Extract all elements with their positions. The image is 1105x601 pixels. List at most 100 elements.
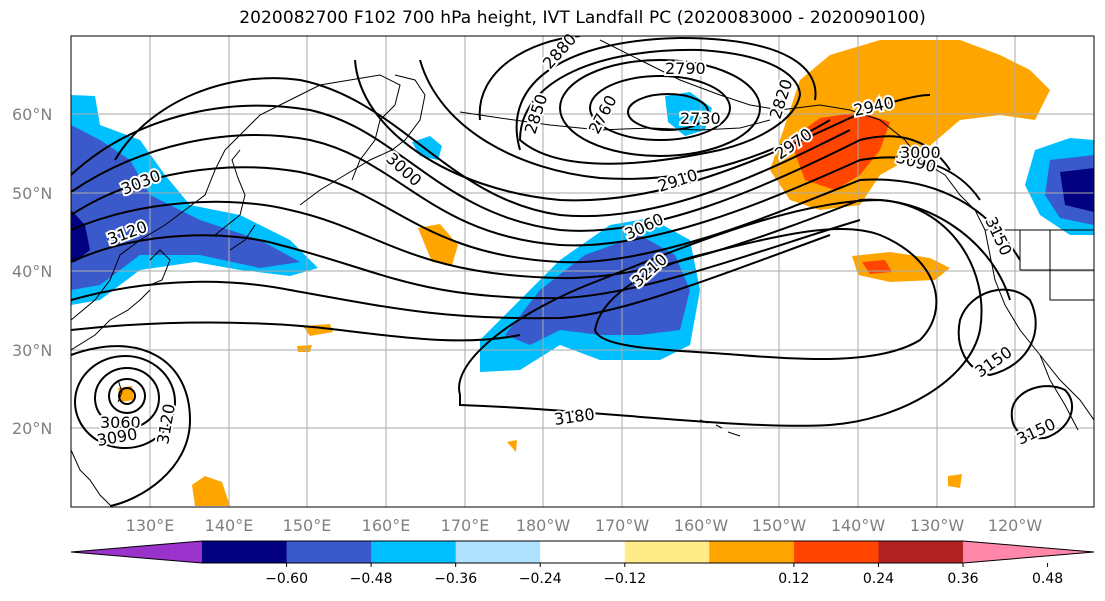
lon-label-160w: 160°W xyxy=(674,516,729,535)
coast-korea xyxy=(149,249,171,286)
clabel-3060-b: 3060 xyxy=(100,413,141,432)
contour-typhoon-3 xyxy=(94,367,160,429)
coast-kamchatka xyxy=(391,74,426,151)
lat-label-20: 20°N xyxy=(12,419,52,438)
clabel-3180: 3180 xyxy=(553,404,596,428)
height-contours xyxy=(71,36,1074,507)
contour-typhoon-outer xyxy=(71,345,192,507)
coast-baja xyxy=(1039,354,1079,431)
lon-label-140w: 140°W xyxy=(831,516,886,535)
contour-2820 xyxy=(518,48,802,165)
contour-east-high-2 xyxy=(1010,385,1074,440)
contour-typhoon-4 xyxy=(74,355,176,449)
contour-2760 xyxy=(589,75,731,141)
lat-label-30: 30°N xyxy=(12,341,52,360)
coast-asia xyxy=(71,74,401,321)
colorbar-tick-label: −0.48 xyxy=(350,571,393,587)
lon-label-140e: 140°E xyxy=(205,516,254,535)
colorbar-tick-label: 0.48 xyxy=(1032,571,1063,587)
map-frame xyxy=(70,35,1095,508)
colorbar-tick-label: 0.36 xyxy=(947,571,978,587)
coast-aleutians xyxy=(459,111,771,131)
shade-pos-7 xyxy=(507,440,517,452)
colorbar-extend-high xyxy=(963,541,1094,563)
colorbar-tick-label: −0.24 xyxy=(519,571,562,587)
contour-3060 xyxy=(71,166,1021,264)
lat-label-60: 60°N xyxy=(12,105,52,124)
clabel-3000: 3000 xyxy=(382,149,425,190)
colorbar-bin xyxy=(371,541,457,563)
shade-west-dark xyxy=(71,210,90,262)
clabel-2910: 2910 xyxy=(655,165,700,196)
colorbar-bin xyxy=(793,541,879,563)
colorbar: −0.60 −0.48 −0.36 −0.24 −0.12 0.12 0.24 0.36 0.4… xyxy=(70,540,1095,587)
border-states xyxy=(1019,230,1094,301)
shade-gulf-red xyxy=(790,112,890,190)
colorbar-tick-label: −0.36 xyxy=(434,571,477,587)
clabel-2790: 2790 xyxy=(665,59,706,78)
colorbar-extend-low xyxy=(71,541,202,563)
colorbar-tick-label: 0.24 xyxy=(863,571,894,587)
shade-pos-4 xyxy=(297,345,312,352)
coast-philippines xyxy=(71,449,111,506)
lon-label-170e: 170°E xyxy=(441,516,490,535)
contour-2940 xyxy=(354,59,931,202)
graticule xyxy=(71,36,1094,507)
colorbar-bin xyxy=(709,541,795,563)
clabel-2730: 2730 xyxy=(680,109,721,128)
contour-3180b xyxy=(458,198,983,427)
contour-3120 xyxy=(71,219,861,300)
coast-japan xyxy=(214,149,256,251)
contour-typhoon-1 xyxy=(118,387,136,405)
contour-2730 xyxy=(627,93,709,131)
contour-3210 xyxy=(593,227,938,361)
colorbar-bin xyxy=(878,541,964,563)
lon-label-130e: 130°E xyxy=(126,516,175,535)
clabel-3000-b: 3000 xyxy=(900,143,941,162)
lon-label-150e: 150°E xyxy=(283,516,332,535)
contour-2850 xyxy=(515,36,817,151)
shade-kuril xyxy=(412,136,442,160)
ivt-shading xyxy=(71,40,1094,506)
coastlines xyxy=(71,39,1094,506)
lon-label-130w: 130°W xyxy=(910,516,965,535)
lat-labels: 60°N 50°N 40°N 30°N 20°N xyxy=(12,105,52,438)
colorbar-tick-label: −0.12 xyxy=(603,571,646,587)
contour-3000 xyxy=(71,104,951,232)
coast-kurils xyxy=(299,149,393,206)
contour-3150 xyxy=(71,234,831,320)
contour-2910 xyxy=(419,59,831,180)
shade-east-dark xyxy=(1060,168,1094,212)
contour-typhoon-2 xyxy=(108,378,146,414)
lon-label-180w: 180°W xyxy=(516,516,571,535)
map-title: 2020082700 F102 700 hPa height, IVT Land… xyxy=(239,8,926,28)
contour-2880 xyxy=(478,36,581,121)
lon-label-120w: 120°W xyxy=(988,516,1043,535)
contour-2790 xyxy=(559,59,761,157)
contour-3030 xyxy=(71,134,981,247)
colorbar-bin xyxy=(540,541,626,563)
coast-westus xyxy=(984,229,1094,421)
colorbar-bin xyxy=(286,541,372,563)
colorbar-tick-label: −0.60 xyxy=(265,571,308,587)
lon-label-150w: 150°W xyxy=(752,516,807,535)
clabel-3150-a: 3150 xyxy=(971,342,1015,381)
lon-label-160e: 160°E xyxy=(362,516,411,535)
colorbar-outline xyxy=(70,540,1095,564)
colorbar-bin xyxy=(455,541,541,563)
lon-labels: 130°E 140°E 150°E 160°E 170°E 180°W 170°… xyxy=(126,516,1043,535)
clabel-3150-b: 3150 xyxy=(1014,414,1059,448)
shade-pos-1 xyxy=(418,224,458,265)
colorbar-tick-label: 0.12 xyxy=(778,571,809,587)
contour-2970 xyxy=(114,77,851,218)
coast-alaska xyxy=(599,39,986,231)
contour-3180 xyxy=(71,321,521,342)
colorbar-bin xyxy=(202,541,288,563)
shade-pos-2 xyxy=(852,252,950,282)
coast-china xyxy=(71,289,151,351)
lat-label-50: 50°N xyxy=(12,184,52,203)
shade-pos-5 xyxy=(192,476,230,506)
shade-pos-8 xyxy=(948,474,962,488)
colorbar-bin xyxy=(624,541,710,563)
